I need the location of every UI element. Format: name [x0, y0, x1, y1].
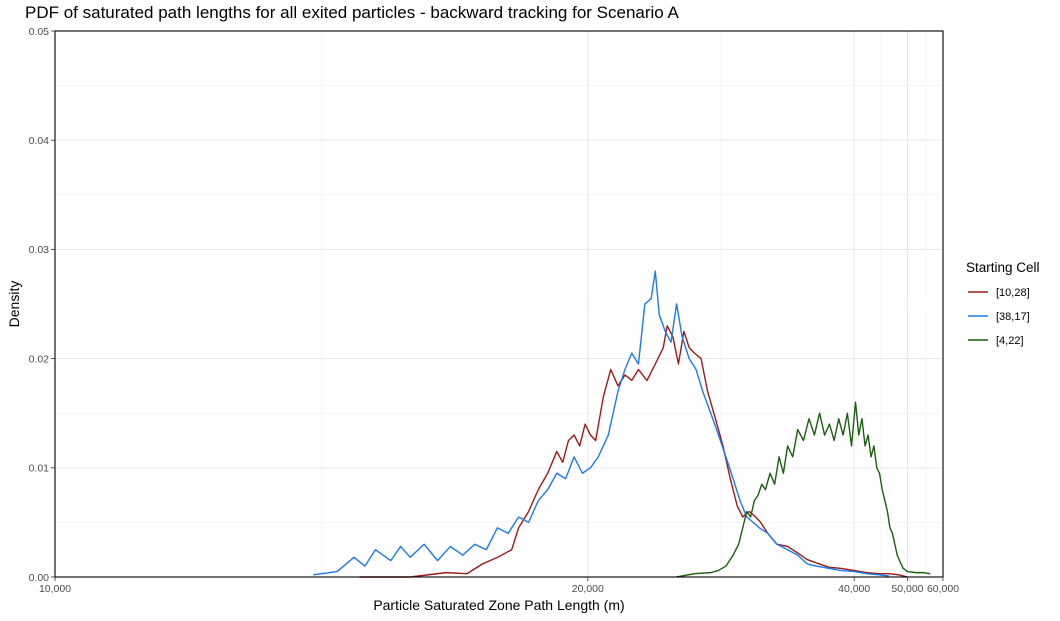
series-line-10-28 [359, 325, 908, 578]
y-tick-label: 0.05 [29, 26, 50, 38]
series-lines [313, 270, 931, 578]
x-tick-label: 10,000 [39, 583, 71, 595]
x-tick-label: 50,000 [891, 583, 923, 595]
legend-items: [10,28] [38,17] [4,22] [968, 287, 1030, 347]
y-tick-label: 0.02 [29, 353, 50, 365]
y-tick-label: 0.01 [29, 463, 50, 475]
x-tick-label: 20,000 [572, 583, 604, 595]
legend-label: [38,17] [996, 311, 1030, 323]
y-axis-title: Density [6, 281, 22, 328]
x-axis-title: Particle Saturated Zone Path Length (m) [373, 597, 624, 613]
series-line-38-17 [313, 270, 890, 577]
y-tick-label: 0.04 [29, 135, 50, 147]
legend-title: Starting Cell [966, 260, 1040, 275]
x-tick-label: 60,000 [927, 583, 959, 595]
legend-label: [4,22] [996, 335, 1024, 347]
grid [54, 30, 944, 578]
legend-label: [10,28] [996, 287, 1030, 299]
series-line-4-22 [676, 401, 931, 578]
x-tick-label: 40,000 [838, 583, 870, 595]
legend: Starting Cell [10,28] [38,17] [4,22] [966, 260, 1040, 347]
y-tick-label: 0.00 [29, 572, 50, 584]
y-tick-label: 0.03 [29, 244, 50, 256]
axis-ticks: 0.00 0.01 0.02 0.03 0.04 0.05 10,000 20,000 40,0… [29, 26, 960, 595]
plot-panel-border [54, 30, 944, 578]
chart-title: PDF of saturated path lengths for all ex… [25, 3, 680, 22]
